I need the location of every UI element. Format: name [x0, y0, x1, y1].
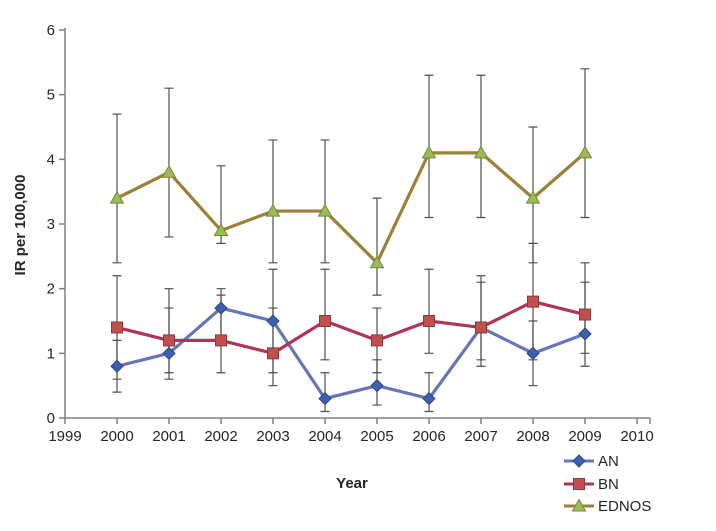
x-tick-label: 2000 — [100, 428, 133, 445]
ednos-error-bar — [320, 139, 330, 264]
axes — [64, 28, 650, 419]
legend-label-bn: BN — [598, 476, 619, 493]
ednos-marker — [577, 145, 593, 159]
plot-area: 0 1 2 3 4 5 6 1999 2000 2001 2002 2003 2004 2005 2006 2… — [47, 22, 654, 445]
bn-error-bar — [424, 268, 434, 354]
an-marker — [370, 378, 384, 393]
ednos-legend-marker — [564, 498, 594, 512]
ednos-marker — [109, 190, 125, 204]
x-tick-label: 2007 — [464, 428, 497, 445]
an-line — [116, 306, 586, 401]
y-tick-label: 3 — [47, 216, 55, 233]
legend-item-an: AN — [564, 453, 619, 470]
ednos-marker — [421, 145, 437, 159]
ednos-error-bar — [268, 139, 278, 264]
legend-item-bn: BN — [564, 476, 619, 493]
ednos-marker — [369, 255, 385, 269]
ednos-marker — [525, 190, 541, 204]
y-axis-title: IR per 100,000 — [12, 175, 29, 276]
bn-marker — [267, 347, 279, 360]
ednos-marker — [161, 164, 177, 178]
legend-label-ednos: EDNOS — [598, 498, 651, 515]
y-tick-label: 0 — [47, 410, 55, 427]
legend-label-an: AN — [598, 453, 619, 470]
an-marker — [214, 301, 228, 315]
bn-legend-marker-shape — [573, 478, 585, 490]
bn-marker — [319, 315, 331, 327]
ednos-error-bar — [580, 68, 590, 219]
x-tick-label: 2005 — [360, 428, 393, 445]
an-marker — [266, 314, 280, 328]
an-marker — [110, 359, 124, 373]
ednos-line — [116, 151, 587, 265]
ednos-error-bar — [112, 113, 122, 264]
an-marker — [162, 346, 176, 361]
bn-marker — [579, 308, 591, 321]
bn-marker — [371, 334, 383, 347]
y-tick-label: 4 — [47, 151, 55, 168]
y-tick-label: 6 — [47, 22, 55, 39]
bn-marker — [423, 315, 435, 327]
bn-marker — [475, 321, 487, 334]
an-marker — [318, 391, 332, 406]
x-tick-label: 2003 — [256, 428, 289, 445]
x-axis-title: Year — [336, 475, 368, 492]
x-tick-label: 2004 — [308, 428, 341, 445]
x-tick-label: 2010 — [620, 428, 653, 445]
x-tick-label: 2001 — [152, 428, 185, 445]
ednos-error-bar — [372, 197, 382, 296]
an-legend-marker-shape — [572, 454, 586, 468]
x-tick-label: 2006 — [412, 428, 445, 445]
bn-line — [116, 300, 586, 355]
x-tick-label: 2008 — [516, 428, 549, 445]
bn-marker — [215, 334, 227, 347]
bn-error-bar — [164, 288, 174, 374]
bn-error-bar — [320, 268, 330, 361]
ednos-error-bar — [164, 87, 174, 238]
ednos-marker — [473, 145, 489, 159]
bn-legend-marker — [564, 478, 594, 490]
bn-error-bar — [476, 275, 486, 361]
ednos-legend-marker-shape — [571, 498, 587, 512]
an-marker — [526, 346, 540, 361]
ednos-marker — [213, 222, 229, 236]
an-marker — [422, 391, 436, 406]
legend: AN BN EDNOS — [564, 453, 651, 515]
legend-item-ednos: EDNOS — [564, 498, 651, 515]
y-tick-label: 5 — [47, 87, 55, 104]
y-tick-label: 2 — [47, 281, 55, 298]
an-marker — [578, 327, 592, 341]
x-tick-label: 2002 — [204, 428, 237, 445]
bn-marker — [163, 334, 175, 347]
x-tick-label: 2009 — [568, 428, 601, 445]
x-tick-label: 1999 — [48, 428, 81, 445]
bn-marker — [111, 321, 123, 334]
bn-marker — [527, 295, 539, 308]
an-legend-marker — [564, 454, 594, 468]
y-tick-label: 1 — [47, 345, 55, 362]
ednos-marker — [317, 203, 333, 217]
ednos-marker — [265, 203, 281, 217]
